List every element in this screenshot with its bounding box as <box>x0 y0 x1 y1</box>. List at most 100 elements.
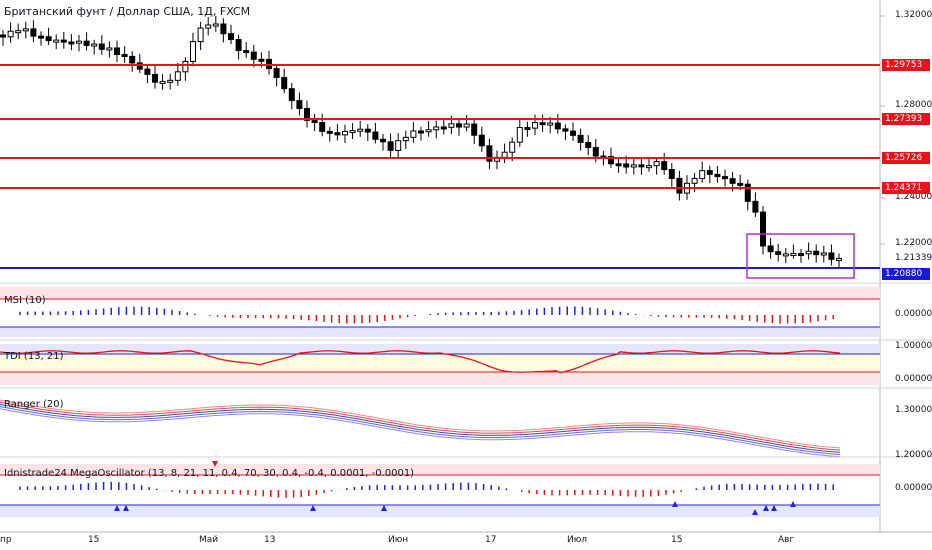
candle-body <box>342 130 348 136</box>
consolidation-box[interactable] <box>746 233 855 279</box>
level-price-badge: 1.29753 <box>882 59 930 71</box>
candle-body <box>516 127 523 143</box>
chart-title: Британский фунт / Доллар США, 1Д, FXCM <box>4 5 251 18</box>
candle-body <box>182 60 189 73</box>
price-axis-label: 1.22000 <box>895 238 932 248</box>
candle-body <box>0 34 6 38</box>
tdi-lower-zone <box>0 372 880 385</box>
ranger-band-line <box>0 399 841 449</box>
candle-body <box>737 182 744 186</box>
candle-body <box>304 107 310 121</box>
candle-body <box>121 53 128 57</box>
candle-body <box>418 130 424 134</box>
candle-body <box>630 164 637 168</box>
candle-body <box>106 47 113 51</box>
candle-body <box>83 40 90 46</box>
candle-body <box>410 130 417 138</box>
buy-signal-marker <box>771 505 777 511</box>
candle-body <box>129 55 136 64</box>
buy-signal-marker <box>381 505 387 511</box>
candle-body <box>585 141 592 148</box>
candle-body <box>805 250 812 255</box>
candle-body <box>76 40 82 44</box>
candle-body <box>729 178 736 184</box>
candle-body <box>266 58 272 70</box>
candle-body <box>372 131 379 140</box>
msi-pane-label[interactable]: MSI (10) <box>4 295 46 306</box>
megaoscillator-pane <box>0 461 880 517</box>
ranger-axis-label: 1.20000 <box>895 450 932 460</box>
candle-body <box>273 68 280 79</box>
candle-body <box>205 24 212 29</box>
candle-body <box>258 58 265 62</box>
candle-body <box>699 170 706 179</box>
ranger-pane <box>0 399 841 458</box>
tdi-mid-zone <box>0 354 880 372</box>
candle-body <box>433 126 440 131</box>
candle-body <box>311 119 318 124</box>
candle-body <box>661 161 668 171</box>
sell-signal-marker <box>212 461 218 467</box>
price-axis-label: 1.24000 <box>895 192 932 202</box>
candlestick-series <box>0 15 842 269</box>
candle-body <box>836 257 842 261</box>
candle-body <box>395 140 402 151</box>
mega-lower-zone <box>0 505 880 517</box>
candle-body <box>250 51 257 60</box>
ranger-band-line <box>0 406 841 455</box>
horizontal-levels[interactable] <box>0 64 880 269</box>
candle-body <box>722 176 728 180</box>
candle-body <box>608 156 614 165</box>
candle-body <box>752 200 759 213</box>
megaoscillator-pane-label[interactable]: Idnistrade24 MegaOscillator (13, 8, 21, … <box>4 468 415 479</box>
candle-body <box>98 43 105 50</box>
candle-body <box>509 141 516 153</box>
buy-signal-marker <box>790 501 796 507</box>
price-axis-label: 1.32000 <box>895 10 932 20</box>
tdi-pane <box>0 344 880 385</box>
tdi-axis-label: 0.00000 <box>895 374 932 384</box>
ranger-pane-label[interactable]: Ranger (20) <box>4 399 64 410</box>
candle-body <box>144 68 151 75</box>
candle-body <box>615 163 622 167</box>
ranger-band-line <box>0 408 841 458</box>
candle-body <box>45 36 52 42</box>
candle-body <box>501 151 508 158</box>
tdi-pane-label[interactable]: TDI (13, 21) <box>4 351 64 362</box>
tdi-line <box>0 350 841 374</box>
candle-body <box>676 177 683 194</box>
candle-body <box>798 253 804 257</box>
tdi-axis-label: 1.00000 <box>895 341 932 351</box>
pane-separators[interactable] <box>0 282 932 458</box>
price-axis-label: 1.28000 <box>895 100 932 110</box>
buy-signal-marker <box>310 505 316 511</box>
candle-body <box>364 128 371 133</box>
date-label: 17 <box>485 535 497 545</box>
candle-body <box>190 41 196 62</box>
candle-body <box>577 134 584 143</box>
candle-body <box>243 50 250 54</box>
date-label: 15 <box>671 535 683 545</box>
candle-body <box>281 77 288 90</box>
candle-body <box>53 39 60 43</box>
candle-body <box>30 28 37 37</box>
candle-body <box>68 41 75 45</box>
candle-body <box>646 165 652 169</box>
candle-body <box>296 100 303 109</box>
candle-body <box>440 126 447 130</box>
date-label: 15 <box>88 535 100 545</box>
candle-body <box>167 79 174 83</box>
candle-body <box>714 173 721 178</box>
level-price-badge: 1.25726 <box>882 152 930 164</box>
candle-body <box>334 132 341 136</box>
candle-body <box>524 127 531 131</box>
date-label: Май <box>199 535 219 545</box>
candle-body <box>456 123 462 128</box>
candle-body <box>228 33 234 41</box>
candle-body <box>532 122 538 129</box>
date-label: Июн <box>388 535 409 545</box>
candle-body <box>448 123 455 128</box>
candle-body <box>174 71 181 81</box>
candle-body <box>478 134 485 147</box>
